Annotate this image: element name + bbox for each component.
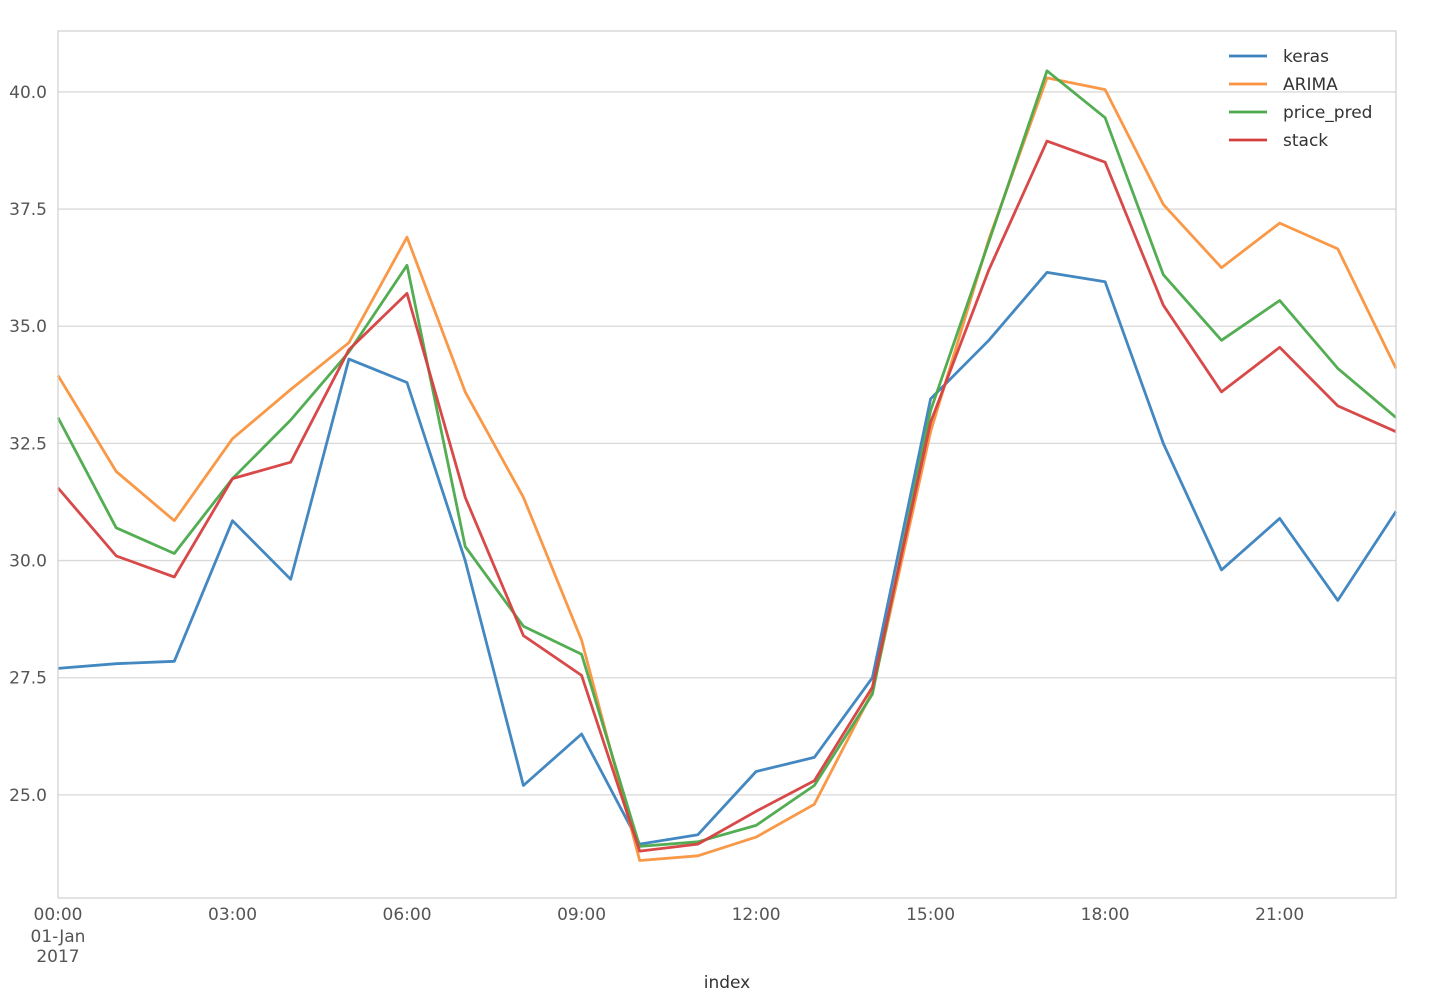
y-tick-label: 27.5 [9,669,47,689]
y-axis-ticks: 25.0 27.5 30.0 32.5 35.0 37.5 40.0 [9,83,47,806]
plot-background [58,31,1396,898]
series-line-keras [57,270,1398,846]
x-tick-label: 18:00 [1081,905,1130,925]
y-tick-label: 37.5 [9,200,47,220]
x-axis-label: index [704,973,751,993]
x-tick-label: 09:00 [557,905,606,925]
series-line-arima [56,76,1398,862]
grid-lines [58,91,1396,796]
plot-frame [57,30,1397,899]
y-tick-label: 25.0 [9,786,47,806]
legend-label-arima: ARIMA [1283,75,1338,95]
x-tick-label: 06:00 [383,905,432,925]
y-tick-label: 32.5 [9,434,47,454]
series-lines [56,69,1398,862]
x-tick-label: 12:00 [732,905,781,925]
x-tick-label: 00:00 [34,905,83,925]
legend-label-price-pred: price_pred [1283,103,1372,123]
legend-label-stack: stack [1283,131,1328,151]
x-tick-label: 21:00 [1255,905,1304,925]
y-tick-label: 35.0 [9,317,47,337]
x-tick-date-label: 01-Jan [31,927,86,947]
x-tick-label: 03:00 [208,905,257,925]
series-line-price-pred [56,69,1397,848]
y-tick-label: 30.0 [9,552,47,572]
series-line-stack [56,139,1397,853]
x-tick-label: 15:00 [906,905,955,925]
x-tick-year-label: 2017 [36,947,79,967]
y-tick-label: 40.0 [9,83,47,103]
legend-label-keras: keras [1283,47,1329,67]
